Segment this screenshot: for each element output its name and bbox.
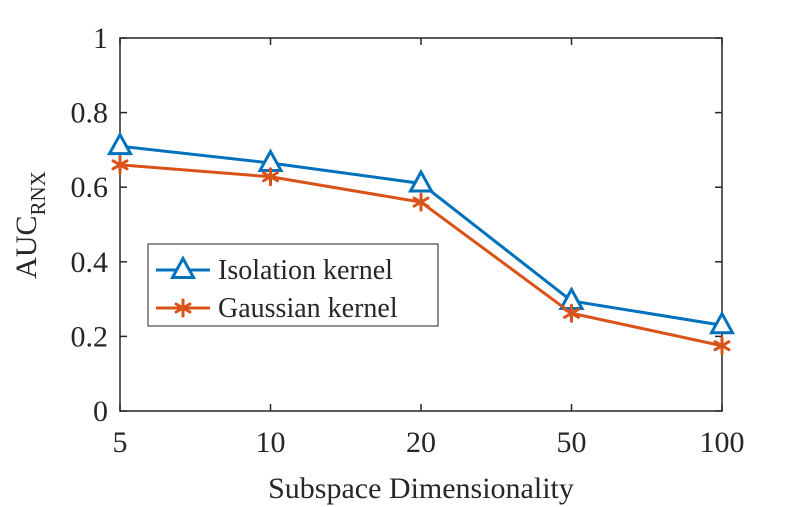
x-axis-ticks: 5 10 20 50 100: [113, 38, 745, 459]
x-tick-label: 20: [406, 426, 436, 459]
y-axis-label-main: AUC: [10, 216, 43, 279]
x-tick-label: 100: [700, 426, 745, 459]
legend-box: [147, 243, 439, 327]
series-isolation-kernel: [106, 131, 736, 335]
y-tick-label: 0.8: [71, 97, 109, 130]
data-point-marker: [708, 310, 736, 335]
y-tick-label: 0.2: [71, 320, 109, 353]
plot-area: [119, 37, 723, 412]
x-tick-label: 5: [113, 426, 128, 459]
legend-label: Isolation kernel: [218, 255, 393, 286]
x-axis-label: Subspace Dimensionality: [268, 472, 574, 505]
y-tick-label: 0.4: [71, 246, 109, 279]
x-tick-label: 50: [557, 426, 587, 459]
y-tick-label: 0: [93, 395, 108, 428]
y-axis-label: AUCRNX: [10, 171, 50, 279]
data-point-marker: [407, 168, 435, 193]
legend-entry: Isolation kernel: [156, 255, 393, 286]
x-tick-label: 10: [256, 426, 286, 459]
legend-entry: Gaussian kernel: [156, 293, 398, 324]
y-axis-ticks: 0 0.2 0.4 0.6 0.8 1: [71, 22, 722, 428]
series-gaussian-kernel: [111, 155, 731, 356]
legend-swatch-marker: [169, 255, 197, 279]
y-axis-label-subscript: RNX: [26, 171, 50, 215]
data-point-marker: [111, 155, 129, 175]
series-layer: [106, 131, 736, 356]
data-point-marker: [262, 167, 279, 187]
data-point-marker: [412, 192, 430, 212]
y-tick-label: 0.6: [71, 171, 109, 204]
legend: Isolation kernel Gaussian kernel: [147, 243, 439, 327]
y-tick-label: 1: [93, 22, 108, 55]
data-point-marker: [713, 336, 731, 356]
legend-swatch-marker: [174, 298, 192, 318]
legend-label: Gaussian kernel: [218, 293, 398, 324]
data-point-marker: [563, 303, 580, 323]
data-point-marker: [106, 131, 134, 156]
